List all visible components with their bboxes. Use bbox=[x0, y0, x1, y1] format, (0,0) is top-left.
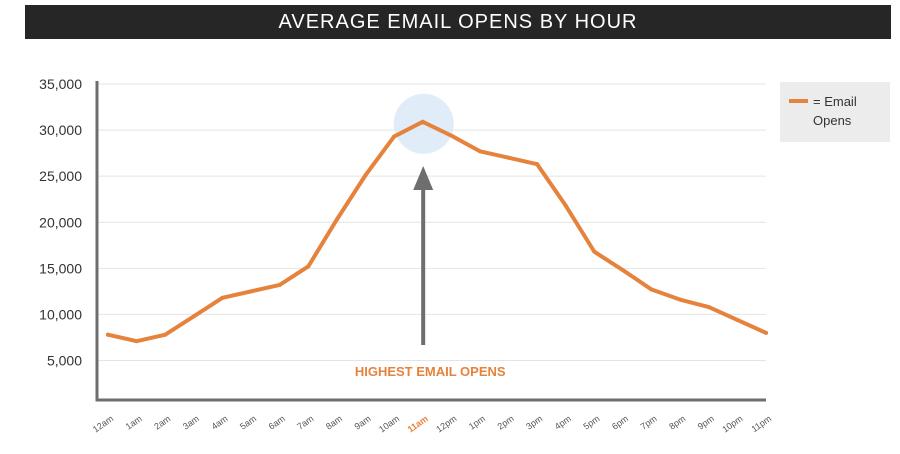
data-point bbox=[420, 119, 425, 124]
data-point bbox=[649, 287, 654, 292]
legend-label: = Email Opens bbox=[813, 94, 857, 128]
series-line-email-opens bbox=[106, 119, 768, 344]
x-tick-label: 8pm bbox=[667, 413, 687, 431]
x-tick-label: 7pm bbox=[639, 413, 659, 431]
x-tick-label: 4pm bbox=[553, 413, 573, 431]
data-point bbox=[392, 134, 397, 139]
chart-title-bar: AVERAGE EMAIL OPENS BY HOUR bbox=[25, 5, 891, 39]
data-point bbox=[363, 173, 368, 178]
x-tick-label: 5am bbox=[238, 413, 258, 431]
x-tick-label: 1pm bbox=[467, 413, 487, 431]
x-tick-label: 10pm bbox=[720, 413, 744, 434]
x-tick-label: 2am bbox=[152, 413, 172, 431]
data-point bbox=[563, 203, 568, 208]
data-point bbox=[592, 249, 597, 254]
data-point bbox=[334, 217, 339, 222]
data-point bbox=[306, 264, 311, 269]
x-tick-label: 9pm bbox=[696, 413, 716, 431]
x-tick-label: 11pm bbox=[750, 413, 774, 434]
y-tick-label: 20,000 bbox=[39, 214, 82, 230]
x-tick-label: 12pm bbox=[434, 413, 458, 434]
x-tick-label: 4am bbox=[209, 413, 229, 431]
x-tick-label: 12am bbox=[91, 413, 115, 434]
data-point bbox=[620, 268, 625, 273]
data-point bbox=[535, 162, 540, 167]
legend: = Email Opens bbox=[780, 82, 890, 142]
x-tick-label: 3am bbox=[181, 413, 201, 431]
data-point bbox=[449, 133, 454, 138]
y-tick-label: 15,000 bbox=[39, 260, 82, 276]
x-tick-label: 2pm bbox=[496, 413, 516, 431]
x-tick-label: 6am bbox=[267, 413, 287, 431]
x-tick-label: 8am bbox=[324, 413, 344, 431]
data-point bbox=[477, 149, 482, 154]
y-tick-label: 5,000 bbox=[47, 353, 82, 369]
x-tick-label: 3pm bbox=[524, 413, 544, 431]
data-point bbox=[134, 339, 139, 344]
x-tick-label: 6pm bbox=[610, 413, 630, 431]
x-tick-label: 10am bbox=[377, 413, 401, 434]
x-tick-label: 7am bbox=[295, 413, 315, 431]
data-point bbox=[163, 332, 168, 337]
data-point bbox=[506, 155, 511, 160]
data-point bbox=[735, 317, 740, 322]
data-point bbox=[249, 289, 254, 294]
y-tick-label: 35,000 bbox=[39, 76, 82, 92]
annotation-label: HIGHEST EMAIL OPENS bbox=[355, 364, 506, 379]
x-tick-label: 9am bbox=[353, 413, 373, 431]
data-point bbox=[764, 330, 768, 335]
x-tick-label: 11am bbox=[406, 413, 430, 434]
x-tick-label: 5pm bbox=[581, 413, 601, 431]
y-tick-label: 30,000 bbox=[39, 122, 82, 138]
chart-title: AVERAGE EMAIL OPENS BY HOUR bbox=[278, 10, 638, 33]
data-point bbox=[277, 282, 282, 287]
y-tick-label: 10,000 bbox=[39, 306, 82, 322]
data-point bbox=[678, 297, 683, 302]
y-tick-label: 25,000 bbox=[39, 168, 82, 184]
data-point bbox=[706, 305, 711, 310]
data-point bbox=[220, 295, 225, 300]
data-point bbox=[191, 314, 196, 319]
annotation-arrow-head bbox=[413, 166, 434, 190]
legend-swatch bbox=[789, 99, 808, 103]
x-tick-label: 1am bbox=[124, 413, 144, 431]
data-point bbox=[106, 332, 110, 337]
